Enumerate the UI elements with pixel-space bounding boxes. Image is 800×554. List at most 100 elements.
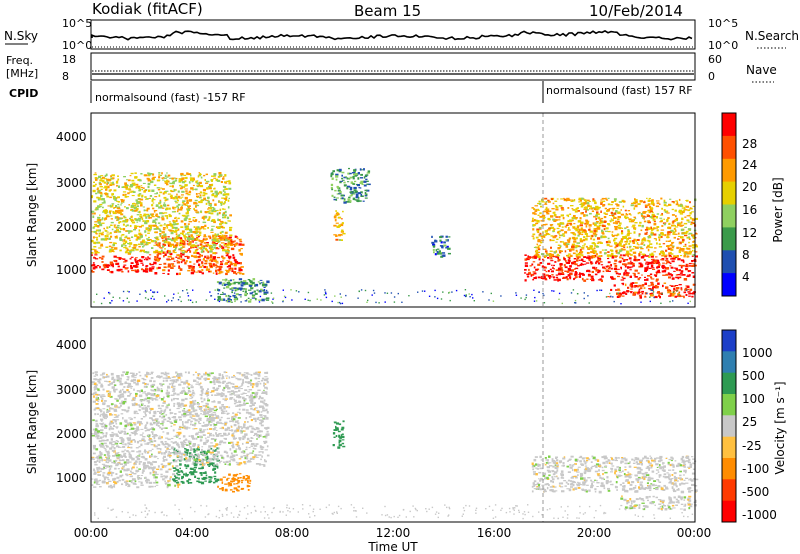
velocity-cell — [138, 468, 141, 470]
power-speckle — [334, 295, 336, 297]
power-cell — [557, 244, 561, 246]
power-cell — [222, 203, 225, 205]
power-cell — [611, 233, 614, 237]
power-cell — [622, 200, 626, 202]
power-cell — [247, 297, 250, 299]
power-cell — [593, 229, 597, 233]
power-cell — [126, 218, 129, 222]
power-cell — [147, 227, 150, 229]
power-cell — [590, 256, 594, 259]
power-cell — [568, 227, 570, 230]
velocity-cell — [173, 470, 176, 472]
power-cell — [599, 221, 604, 224]
power-cell — [579, 272, 581, 275]
velocity-cell — [189, 467, 193, 470]
power-speckle — [339, 293, 341, 295]
power-cell — [680, 288, 683, 291]
velocity-panel: 1000 2000 3000 4000 Slant Range [km] 100… — [25, 317, 787, 523]
power-cell — [142, 239, 145, 241]
power-speckle — [464, 289, 467, 291]
power-cell — [583, 229, 586, 231]
velocity-cell — [124, 481, 128, 483]
power-cell — [589, 207, 591, 210]
velocity-cell — [227, 477, 230, 479]
power-cell — [678, 269, 681, 272]
power-cell — [350, 181, 353, 184]
power-cell — [93, 246, 97, 248]
power-cell — [169, 185, 172, 187]
power-cell — [229, 261, 232, 264]
power-cell — [620, 249, 623, 252]
velocity-cell — [144, 476, 147, 479]
power-cell — [216, 209, 219, 212]
power-cell — [215, 236, 218, 238]
velocity-cell — [251, 402, 254, 405]
power-speckle — [360, 289, 363, 291]
power-cell — [147, 232, 150, 234]
power-cell — [142, 187, 145, 189]
power-cell — [663, 209, 666, 212]
power-cell — [659, 203, 661, 205]
velocity-cell — [99, 414, 102, 417]
power-cell — [186, 249, 190, 251]
power-speckle — [524, 298, 526, 301]
power-cell — [579, 240, 584, 243]
velocity-cell — [123, 430, 126, 432]
power-cell — [578, 232, 581, 235]
power-cbar-frame — [721, 112, 737, 297]
power-cell — [544, 255, 547, 258]
power-cell — [572, 226, 576, 229]
power-speckle — [316, 298, 318, 300]
power-cell — [165, 238, 168, 240]
power-cell — [622, 245, 625, 247]
power-cell — [176, 272, 179, 276]
power-cell — [151, 199, 154, 202]
power-cell — [574, 227, 578, 230]
velocity-cell — [113, 484, 116, 486]
velocity-cell — [154, 476, 158, 479]
power-cell — [196, 248, 199, 250]
power-cell — [641, 290, 644, 293]
power-cell — [185, 204, 188, 206]
power-cell — [572, 233, 576, 236]
velocity-cell — [175, 450, 179, 453]
power-cell — [219, 293, 224, 295]
power-cell — [109, 271, 111, 273]
velocity-cell — [172, 467, 177, 469]
power-speckle — [469, 296, 471, 298]
power-cell — [618, 293, 622, 297]
power-cell — [226, 243, 230, 246]
power-cell — [109, 210, 113, 212]
power-cell — [254, 284, 256, 287]
power-cell — [180, 220, 184, 223]
power-cell — [124, 219, 127, 222]
power-cell — [618, 292, 621, 295]
power-cell — [555, 208, 559, 211]
power-cell — [651, 229, 653, 231]
velocity-cell — [194, 464, 197, 467]
power-cell — [578, 273, 581, 275]
power-cell — [103, 193, 108, 195]
velocity-cell — [91, 434, 96, 437]
power-speckle — [669, 300, 671, 303]
power-cell — [224, 210, 227, 214]
power-cell — [194, 199, 198, 202]
power-cell — [671, 201, 675, 203]
power-cell — [542, 224, 547, 226]
power-cell — [230, 247, 235, 251]
power-cell — [634, 217, 637, 220]
power-cell — [590, 208, 594, 210]
velocity-cell — [119, 474, 123, 478]
power-cell — [235, 281, 239, 284]
velocity-cell — [113, 486, 116, 488]
power-speckle — [599, 289, 601, 291]
power-cell — [609, 254, 612, 258]
power-cell — [610, 264, 612, 267]
power-cell — [198, 247, 201, 249]
power-cell — [105, 173, 108, 177]
power-cell — [542, 217, 546, 220]
power-cell — [616, 207, 619, 209]
power-cell — [612, 235, 615, 237]
power-cell — [164, 199, 167, 202]
power-cell — [353, 173, 356, 176]
